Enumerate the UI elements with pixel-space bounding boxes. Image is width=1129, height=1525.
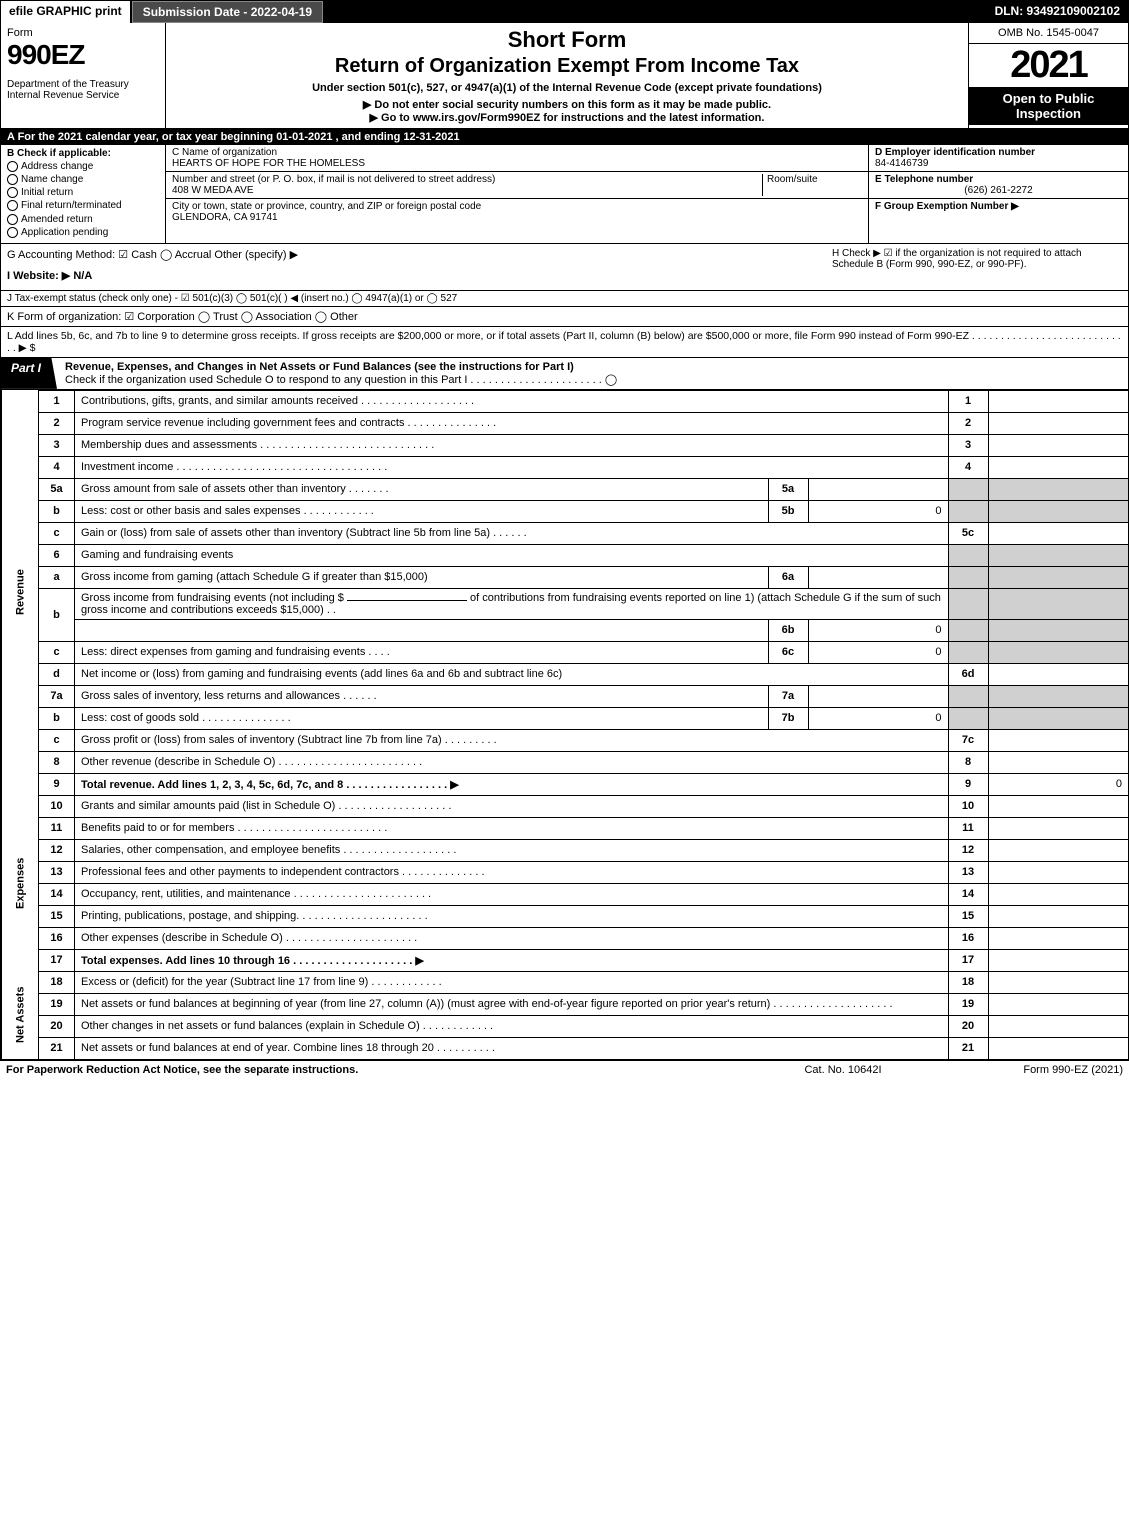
- part1-header: Part I Revenue, Expenses, and Changes in…: [1, 358, 1128, 390]
- f-label: F Group Exemption Number ▶: [875, 201, 1122, 212]
- tax-year: 2021: [969, 44, 1128, 87]
- line-18: Net Assets 18Excess or (deficit) for the…: [2, 971, 1129, 993]
- footer-left: For Paperwork Reduction Act Notice, see …: [6, 1064, 743, 1076]
- part1-title: Revenue, Expenses, and Changes in Net As…: [57, 358, 1128, 389]
- line-19: 19Net assets or fund balances at beginni…: [2, 993, 1129, 1015]
- line-6c: cLess: direct expenses from gaming and f…: [2, 641, 1129, 663]
- k-form-org: K Form of organization: ☑ Corporation ◯ …: [1, 307, 1128, 327]
- netassets-label: Net Assets: [2, 971, 39, 1059]
- phone-value: (626) 261-2272: [875, 185, 1122, 196]
- line-5c: cGain or (loss) from sale of assets othe…: [2, 522, 1129, 544]
- lines-table: Revenue 1Contributions, gifts, grants, a…: [1, 390, 1128, 1060]
- form-container: efile GRAPHIC print Submission Date - 20…: [0, 0, 1129, 1061]
- line-21: 21Net assets or fund balances at end of …: [2, 1037, 1129, 1059]
- city-label: City or town, state or province, country…: [172, 201, 862, 212]
- check-amended-return[interactable]: Amended return: [7, 214, 159, 225]
- check-application-pending[interactable]: Application pending: [7, 227, 159, 238]
- line-7c: cGross profit or (loss) from sales of in…: [2, 729, 1129, 751]
- row-a: A For the 2021 calendar year, or tax yea…: [1, 129, 1128, 145]
- d-label: D Employer identification number: [875, 147, 1122, 158]
- footer-form: Form 990-EZ (2021): [943, 1064, 1123, 1076]
- col-def: D Employer identification number 84-4146…: [868, 145, 1128, 243]
- line-6d: dNet income or (loss) from gaming and fu…: [2, 663, 1129, 685]
- section-bcdef: B Check if applicable: Address change Na…: [1, 145, 1128, 244]
- omb-number: OMB No. 1545-0047: [969, 23, 1128, 44]
- h-schedule-b: H Check ▶ ☑ if the organization is not r…: [822, 248, 1122, 286]
- dln: DLN: 93492109002102: [987, 1, 1128, 23]
- org-name-row: C Name of organization HEARTS OF HOPE FO…: [166, 145, 868, 172]
- street-row: Number and street (or P. O. box, if mail…: [166, 172, 868, 199]
- line-17: 17Total expenses. Add lines 10 through 1…: [2, 949, 1129, 971]
- line-6b-val: 6b0: [2, 619, 1129, 641]
- city-value: GLENDORA, CA 91741: [172, 212, 862, 223]
- line-6: 6Gaming and fundraising events: [2, 544, 1129, 566]
- part1-tab: Part I: [1, 358, 57, 389]
- check-initial-return[interactable]: Initial return: [7, 187, 159, 198]
- form-warning: ▶ Do not enter social security numbers o…: [174, 98, 960, 111]
- footer-cat: Cat. No. 10642I: [743, 1064, 943, 1076]
- topbar: efile GRAPHIC print Submission Date - 20…: [1, 1, 1128, 23]
- line-14: 14Occupancy, rent, utilities, and mainte…: [2, 883, 1129, 905]
- revenue-label: Revenue: [2, 390, 39, 795]
- line-6b: bGross income from fundraising events (n…: [2, 588, 1129, 619]
- ein-value: 84-4146739: [875, 158, 1122, 169]
- c-name-label: C Name of organization: [172, 147, 862, 158]
- header-left: Form 990EZ Department of the Treasury In…: [1, 23, 166, 128]
- submission-date: Submission Date - 2022-04-19: [132, 1, 323, 23]
- line-13: 13Professional fees and other payments t…: [2, 861, 1129, 883]
- page-footer: For Paperwork Reduction Act Notice, see …: [0, 1061, 1129, 1079]
- form-header: Form 990EZ Department of the Treasury In…: [1, 23, 1128, 129]
- line-7a: 7aGross sales of inventory, less returns…: [2, 685, 1129, 707]
- line-20: 20Other changes in net assets or fund ba…: [2, 1015, 1129, 1037]
- form-title: Return of Organization Exempt From Incom…: [174, 55, 960, 78]
- phone-row: E Telephone number (626) 261-2272: [869, 172, 1128, 199]
- check-final-return[interactable]: Final return/terminated: [7, 200, 159, 211]
- line-5b: bLess: cost or other basis and sales exp…: [2, 500, 1129, 522]
- part1-sub: Check if the organization used Schedule …: [65, 373, 1120, 386]
- street-label: Number and street (or P. O. box, if mail…: [172, 174, 762, 185]
- b-label: B Check if applicable:: [7, 148, 159, 159]
- short-form-label: Short Form: [174, 27, 960, 53]
- e-label: E Telephone number: [875, 174, 1122, 185]
- check-address-change[interactable]: Address change: [7, 161, 159, 172]
- ein-row: D Employer identification number 84-4146…: [869, 145, 1128, 172]
- header-right: OMB No. 1545-0047 2021 Open to Public In…: [968, 23, 1128, 128]
- form-label: Form: [7, 27, 159, 39]
- street-value: 408 W MEDA AVE: [172, 185, 762, 196]
- form-subtitle: Under section 501(c), 527, or 4947(a)(1)…: [174, 82, 960, 94]
- i-website: I Website: ▶ N/A: [7, 269, 822, 282]
- open-to-public: Open to Public Inspection: [969, 87, 1128, 125]
- col-c: C Name of organization HEARTS OF HOPE FO…: [166, 145, 868, 243]
- line-1: Revenue 1Contributions, gifts, grants, a…: [2, 390, 1129, 412]
- room-suite-label: Room/suite: [762, 174, 862, 196]
- department: Department of the Treasury Internal Reve…: [7, 79, 159, 101]
- line-7b: bLess: cost of goods sold . . . . . . . …: [2, 707, 1129, 729]
- line-15: 15Printing, publications, postage, and s…: [2, 905, 1129, 927]
- line-11: 11Benefits paid to or for members . . . …: [2, 817, 1129, 839]
- l-gross-receipts: L Add lines 5b, 6c, and 7b to line 9 to …: [1, 327, 1128, 358]
- goto-link[interactable]: ▶ Go to www.irs.gov/Form990EZ for instru…: [174, 111, 960, 124]
- org-name: HEARTS OF HOPE FOR THE HOMELESS: [172, 158, 862, 169]
- expenses-label: Expenses: [2, 795, 39, 971]
- line-8: 8Other revenue (describe in Schedule O) …: [2, 751, 1129, 773]
- line-10: Expenses 10Grants and similar amounts pa…: [2, 795, 1129, 817]
- line-3: 3Membership dues and assessments . . . .…: [2, 434, 1129, 456]
- check-name-change[interactable]: Name change: [7, 174, 159, 185]
- section-ghi: G Accounting Method: ☑ Cash ◯ Accrual Ot…: [1, 244, 1128, 291]
- line-4: 4Investment income . . . . . . . . . . .…: [2, 456, 1129, 478]
- form-number: 990EZ: [7, 39, 159, 71]
- line-12: 12Salaries, other compensation, and empl…: [2, 839, 1129, 861]
- line-5a: 5aGross amount from sale of assets other…: [2, 478, 1129, 500]
- col-b: B Check if applicable: Address change Na…: [1, 145, 166, 243]
- efile-print[interactable]: efile GRAPHIC print: [1, 1, 132, 23]
- group-exemption-row: F Group Exemption Number ▶: [869, 199, 1128, 214]
- line-2: 2Program service revenue including gover…: [2, 412, 1129, 434]
- city-row: City or town, state or province, country…: [166, 199, 868, 225]
- header-center: Short Form Return of Organization Exempt…: [166, 23, 968, 128]
- g-accounting: G Accounting Method: ☑ Cash ◯ Accrual Ot…: [7, 248, 822, 261]
- line-6a: aGross income from gaming (attach Schedu…: [2, 566, 1129, 588]
- line-16: 16Other expenses (describe in Schedule O…: [2, 927, 1129, 949]
- line-9: 9Total revenue. Add lines 1, 2, 3, 4, 5c…: [2, 773, 1129, 795]
- j-tax-exempt: J Tax-exempt status (check only one) - ☑…: [1, 291, 1128, 307]
